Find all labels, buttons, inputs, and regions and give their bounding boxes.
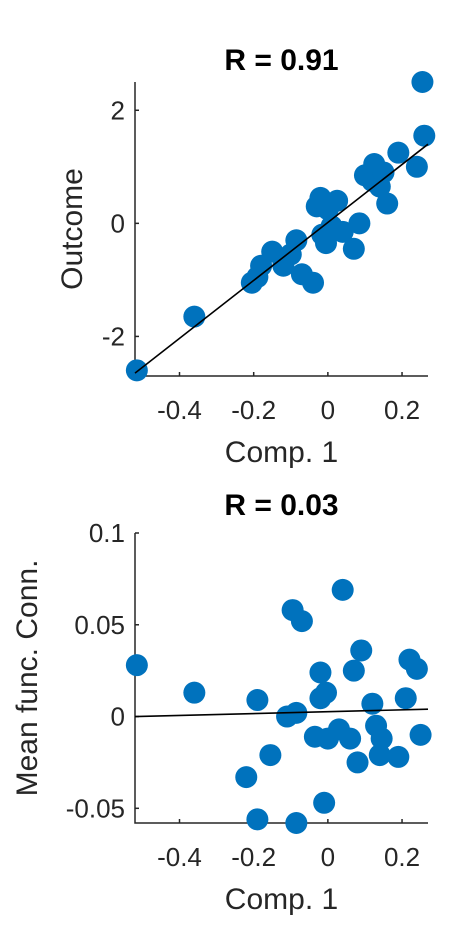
data-point [315,232,338,255]
data-point [342,237,365,260]
scatter-panel-2: R = 0.03 -0.4 -0.2 0 0.2 -0.05 0 0.05 0.1 Comp. 1… [11,489,432,916]
data-point [313,791,336,814]
data-point [183,305,206,328]
data-point [394,687,417,710]
axes [134,533,428,824]
data-point [376,192,399,215]
axes [134,82,428,377]
data-point [331,220,354,243]
regression-line [134,708,429,718]
data-point [409,723,432,746]
data-point [413,124,436,147]
data-point [125,359,148,382]
data-point [339,727,362,750]
data-point [302,271,325,294]
data-point [372,161,395,184]
data-point [285,229,308,252]
data-point [346,751,369,774]
data-point [331,578,354,601]
data-point [183,681,206,704]
data-point [309,661,332,684]
y-tick-label: 0.05 [74,610,125,640]
data-point [246,689,269,712]
data-point [246,808,269,831]
y-tick-label: -2 [102,321,125,351]
x-tick-label: 0 [321,395,335,425]
data-point [368,744,391,767]
data-point [387,745,410,768]
data-point [125,654,148,677]
x-tick-label: -0.4 [157,842,202,872]
data-point [405,657,428,680]
data-point [361,692,384,715]
x-tick-label: -0.2 [231,395,276,425]
y-axis-label: Outcome [56,168,89,290]
data-point [387,141,410,164]
y-tick-label: 0.1 [89,518,125,548]
scatter-panel-1: R = 0.91 -0.4 -0.2 0 0.2 -2 0 2 Comp. 1 Outcome [56,44,436,469]
y-tick-label: 0 [111,208,125,238]
x-axis-label: Comp. 1 [225,436,338,469]
x-tick-label: -0.4 [157,395,202,425]
data-point [411,71,434,93]
y-tick-label: 2 [111,95,125,125]
regression-line [134,143,429,374]
x-axis-label: Comp. 1 [225,883,338,916]
y-axis-label: Mean func. Conn. [11,560,44,797]
x-tick-label: 0.2 [384,842,420,872]
data-point [285,812,308,834]
data-point [259,744,282,767]
data-point [350,639,373,662]
data-point [405,155,428,178]
x-tick-label: 0.2 [384,395,420,425]
data-point [326,189,349,212]
data-point [342,659,365,682]
chart-title: R = 0.91 [224,44,338,77]
data-point [315,681,338,704]
y-tick-label: 0 [111,702,125,732]
data-point [290,610,313,633]
data-point [235,766,258,789]
x-tick-label: -0.2 [231,842,276,872]
chart-title: R = 0.03 [224,489,338,522]
y-tick-label: -0.05 [66,793,125,823]
data-point [370,727,393,750]
data-point [348,212,371,235]
x-tick-label: 0 [321,842,335,872]
